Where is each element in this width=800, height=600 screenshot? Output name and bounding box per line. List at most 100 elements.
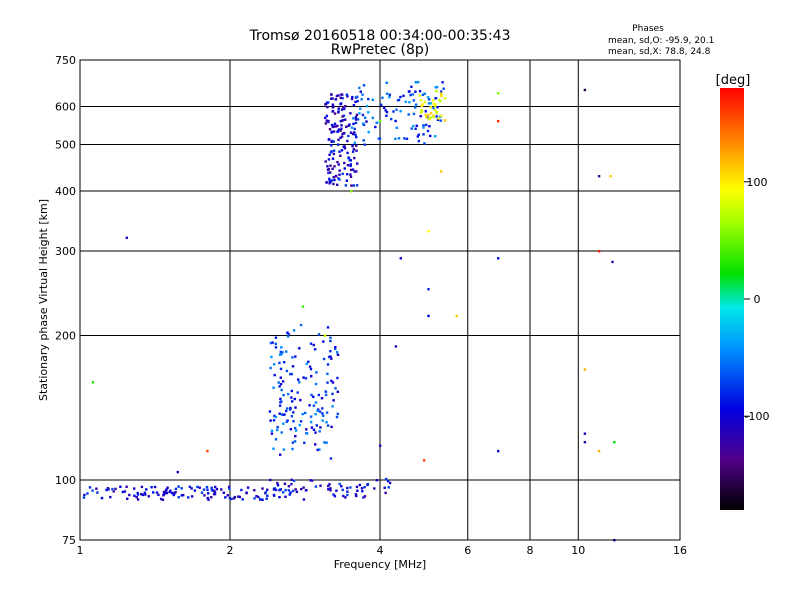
data-point (289, 408, 292, 411)
data-point (360, 98, 363, 101)
data-point (214, 485, 217, 489)
data-point (337, 128, 341, 131)
data-point (334, 125, 337, 128)
data-point (322, 414, 325, 417)
data-point (290, 482, 293, 486)
data-point (349, 486, 352, 489)
data-point (361, 490, 364, 493)
data-point (212, 489, 216, 493)
data-points (82, 80, 616, 542)
data-point (291, 447, 294, 451)
data-point (438, 98, 441, 101)
data-point (226, 494, 229, 497)
data-point (337, 107, 340, 110)
data-point (135, 496, 138, 499)
data-point (91, 489, 94, 492)
data-point (354, 133, 357, 137)
data-point (188, 485, 192, 488)
data-point (337, 163, 340, 166)
data-point (346, 490, 349, 493)
data-point (285, 420, 288, 423)
data-point (105, 488, 108, 492)
data-point (336, 412, 339, 416)
data-point (292, 329, 296, 332)
data-point (358, 112, 361, 115)
data-point (350, 168, 353, 172)
data-point (403, 137, 406, 140)
data-point (136, 498, 140, 501)
data-point (338, 169, 341, 172)
data-point (354, 493, 358, 496)
data-point (314, 431, 317, 434)
data-point (349, 164, 352, 168)
data-point (285, 369, 289, 373)
data-point (365, 104, 369, 108)
data-point (332, 182, 335, 186)
data-point (240, 488, 243, 492)
data-point (310, 426, 314, 429)
data-point (341, 132, 344, 135)
data-point (278, 361, 281, 365)
data-point (417, 139, 420, 143)
data-point (327, 355, 331, 359)
data-point (342, 494, 345, 498)
x-tick-label: 6 (464, 544, 471, 557)
data-point (326, 326, 330, 329)
data-point (345, 179, 348, 182)
data-point (280, 400, 283, 403)
data-point (295, 429, 298, 432)
data-point (125, 485, 128, 488)
data-point (355, 494, 358, 498)
data-point (327, 158, 331, 161)
data-point (310, 375, 313, 378)
x-tick-label: 1 (77, 544, 84, 557)
data-point (424, 113, 427, 117)
data-point (303, 441, 306, 444)
data-point (264, 491, 267, 494)
data-point (279, 367, 283, 371)
data-point (322, 357, 326, 361)
data-point (327, 101, 330, 104)
data-point (383, 486, 386, 489)
data-point (316, 448, 319, 452)
data-point (331, 125, 335, 129)
data-point (278, 488, 282, 491)
data-point (342, 114, 346, 117)
data-point (176, 470, 179, 474)
data-point (253, 497, 256, 500)
data-point (269, 341, 273, 345)
data-point (330, 123, 334, 127)
data-point (274, 438, 278, 441)
data-point (168, 490, 171, 494)
data-point (355, 144, 358, 147)
data-point (112, 490, 115, 493)
data-point (352, 117, 355, 120)
data-point (362, 139, 365, 142)
data-point (420, 111, 423, 114)
chart-title: Tromsø 20160518 00:34:00-00:35:43 (249, 28, 511, 44)
data-point (340, 124, 343, 127)
data-point (414, 103, 418, 106)
data-point (265, 497, 268, 500)
data-point (324, 160, 327, 163)
data-point (358, 483, 361, 487)
data-point (415, 124, 418, 127)
data-point (294, 435, 297, 438)
data-point (331, 97, 334, 100)
data-point (88, 486, 92, 489)
data-point (153, 485, 157, 489)
data-point (362, 496, 365, 499)
data-point (420, 104, 424, 107)
data-point (365, 120, 368, 123)
chart-subtitle: RwPretec (8p) (331, 42, 429, 58)
data-point (423, 142, 426, 145)
data-point (402, 94, 405, 97)
data-point (329, 350, 332, 353)
data-point (410, 127, 413, 130)
data-point (337, 143, 340, 146)
data-point (350, 97, 354, 101)
data-point (206, 496, 209, 500)
data-point (336, 353, 340, 356)
data-point (330, 425, 333, 429)
data-point (326, 106, 329, 109)
